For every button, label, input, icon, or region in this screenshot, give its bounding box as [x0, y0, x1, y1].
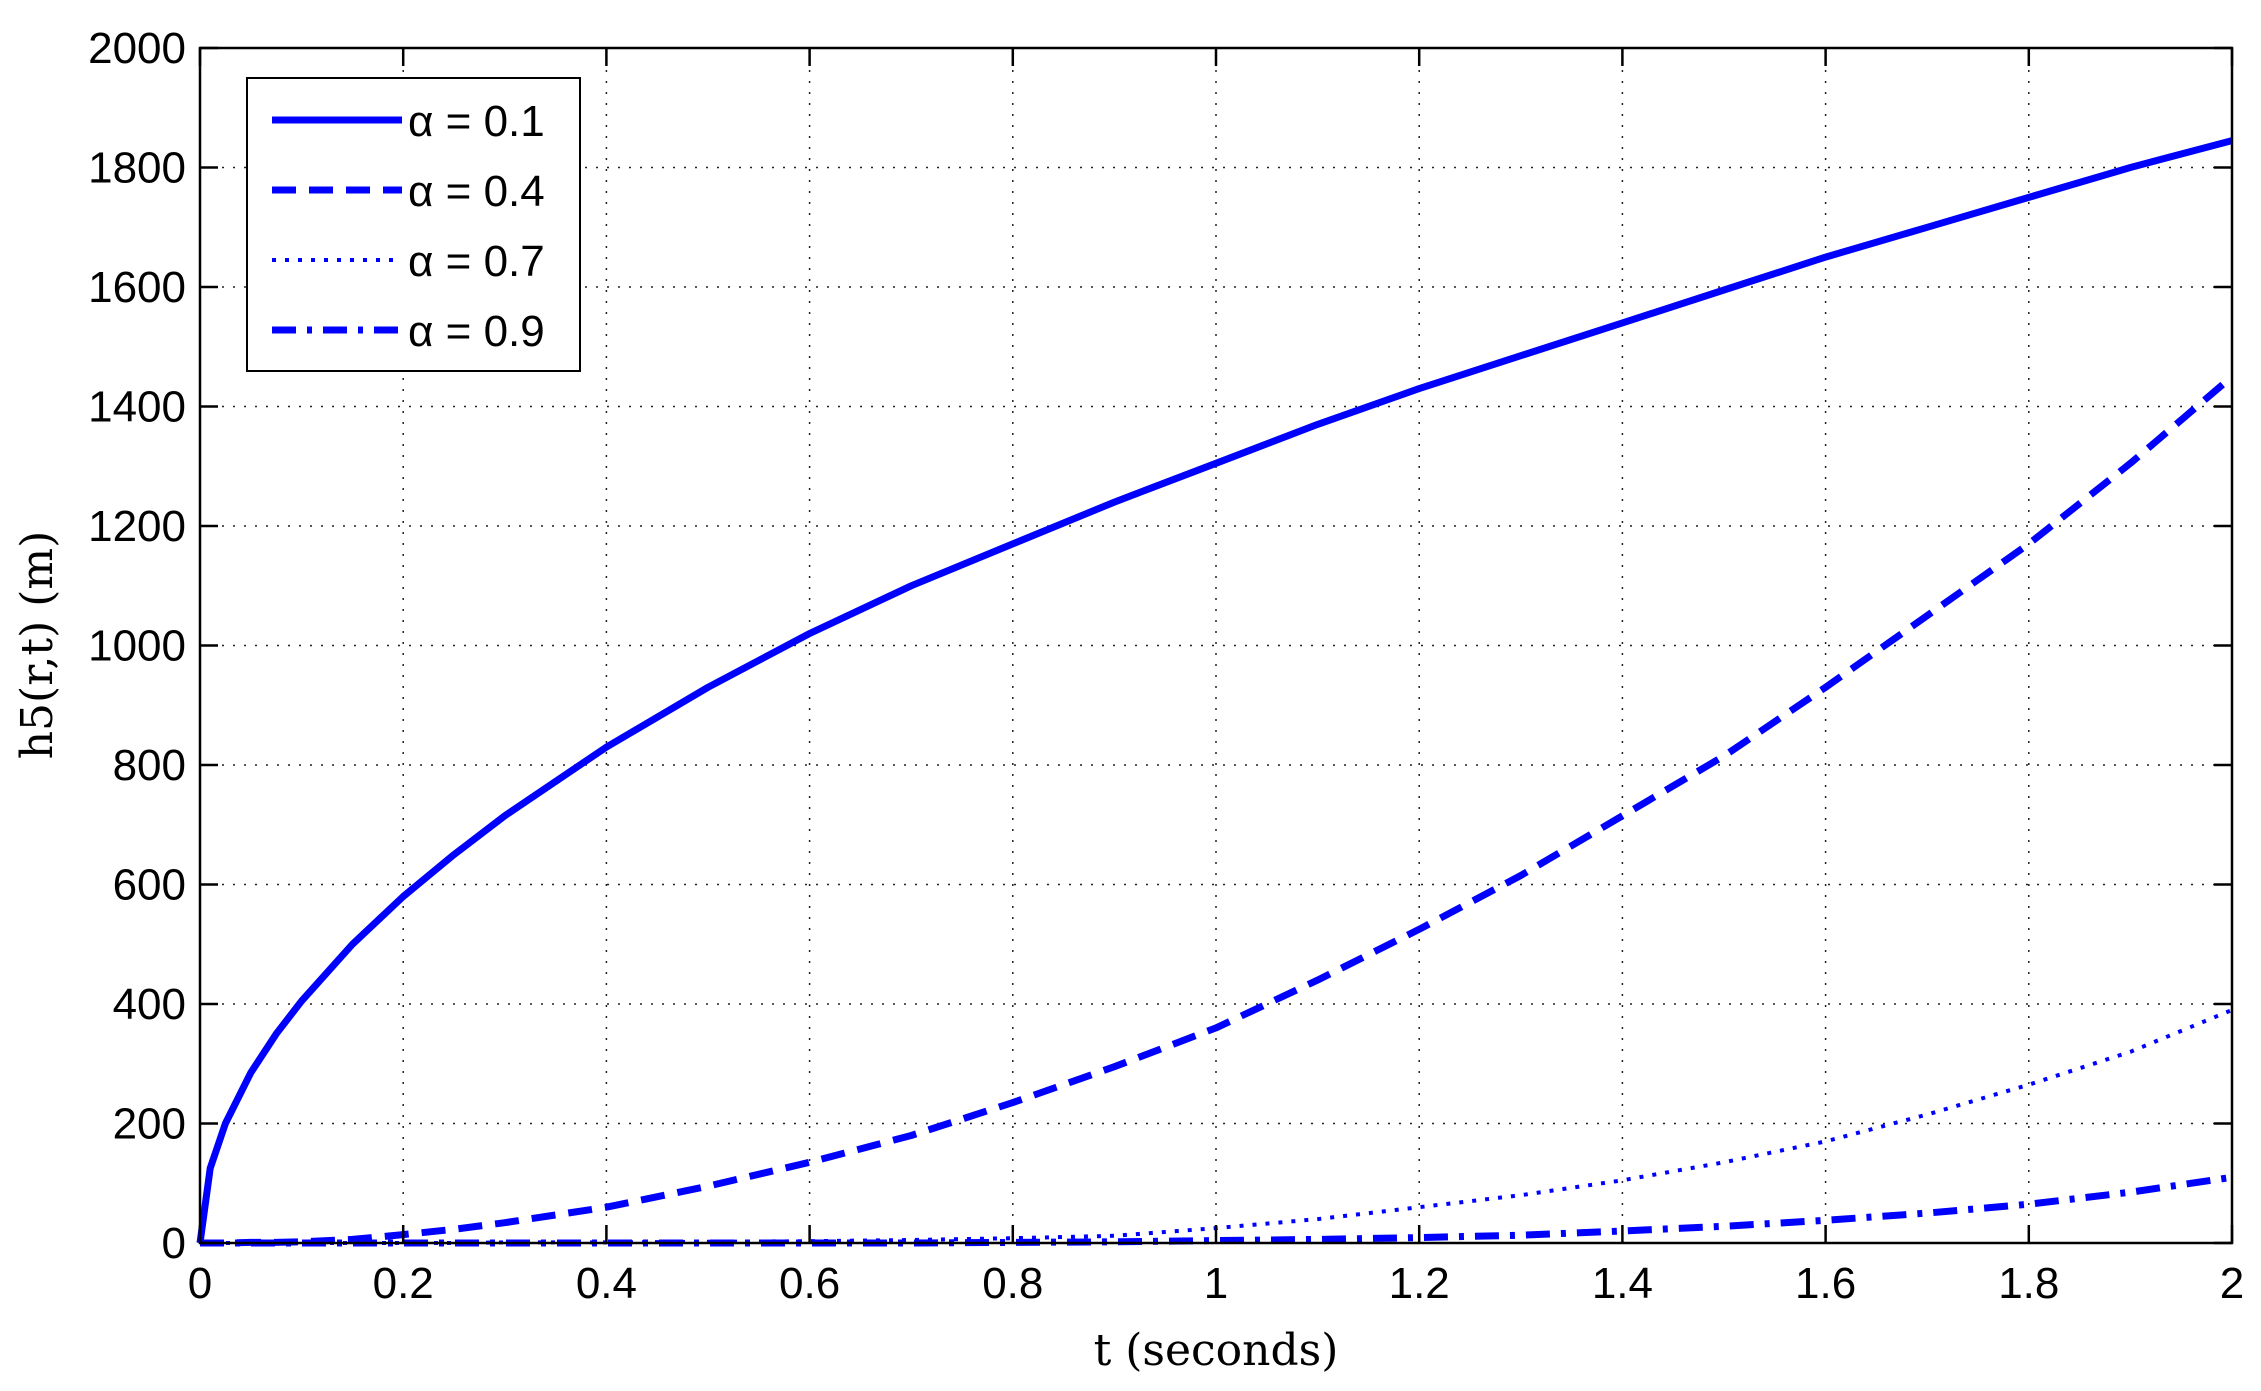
x-tick-label: 1.2: [1389, 1259, 1450, 1308]
y-tick-label: 1200: [88, 502, 186, 551]
legend-entry-alpha-0.4: α = 0.4: [272, 167, 545, 216]
x-tick-label: 1.4: [1592, 1259, 1653, 1308]
x-tick-label: 1.8: [1998, 1259, 2059, 1308]
y-tick-label: 600: [113, 861, 186, 910]
series-line-solid: [196, 137, 2233, 1244]
y-tick-label: 800: [113, 741, 186, 790]
y-tick-label: 1600: [88, 263, 186, 312]
y-axis-label: h5(r,t) (m): [12, 531, 63, 760]
x-tick-labels: 0 0.2 0.4 0.6 0.8 1 1.2 1.4 1.6 1.8 2: [188, 1259, 2244, 1308]
legend: α = 0.1 α = 0.4 α = 0.7 α = 0.9: [246, 77, 581, 372]
legend-label: α = 0.7: [408, 237, 545, 286]
x-axis-label: t (seconds): [1094, 1325, 1339, 1376]
legend-entry-alpha-0.7: α = 0.7: [272, 237, 545, 286]
legend-box: [246, 77, 581, 372]
x-tick-label: 1.6: [1795, 1259, 1856, 1308]
y-tick-labels: 0 200 400 600 800 1000 1200 1400 1600 1800 2000: [88, 24, 186, 1268]
x-tick-label: 0.8: [982, 1259, 1043, 1308]
legend-entry-alpha-0.1: α = 0.1: [272, 97, 545, 146]
y-tick-label: 1400: [88, 383, 186, 432]
legend-label: α = 0.9: [408, 307, 545, 356]
y-tick-label: 0: [162, 1219, 186, 1268]
series-line-dashdot: [200, 1173, 2233, 1247]
legend-label: α = 0.1: [408, 97, 545, 146]
y-tick-label: 400: [113, 980, 186, 1029]
legend-label: α = 0.4: [408, 167, 545, 216]
x-tick-label: 0: [188, 1259, 212, 1308]
x-tick-label: 0.6: [779, 1259, 840, 1308]
axis-ticks: [198, 46, 2234, 1245]
y-tick-label: 1800: [88, 144, 186, 193]
y-tick-label: 200: [113, 1100, 186, 1149]
x-tick-label: 0.4: [576, 1259, 637, 1308]
x-tick-label: 1: [1204, 1259, 1228, 1308]
x-tick-label: 0.2: [373, 1259, 434, 1308]
y-tick-label: 1000: [88, 622, 186, 671]
legend-entry-alpha-0.9: α = 0.9: [272, 307, 545, 356]
y-tick-label: 2000: [88, 24, 186, 73]
x-tick-label: 2: [2220, 1259, 2244, 1308]
